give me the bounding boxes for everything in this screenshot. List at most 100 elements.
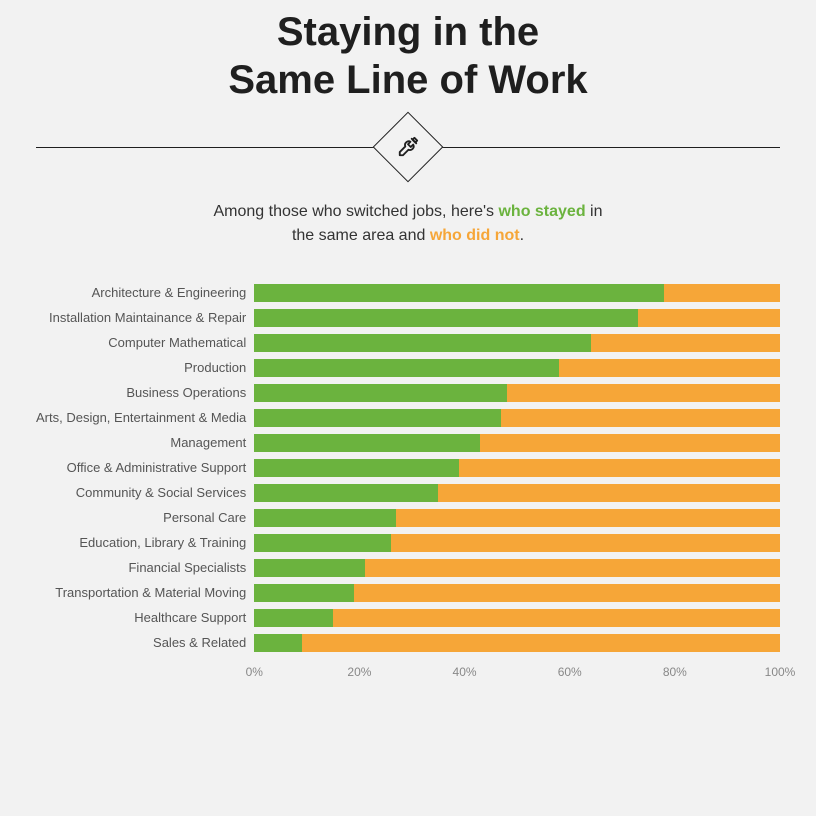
segment-stayed xyxy=(254,634,301,652)
subtitle-line2-prefix: the same area and xyxy=(292,227,430,244)
category-label: Business Operations xyxy=(126,380,254,405)
title-line-1: Staying in the xyxy=(277,10,539,54)
tools-icon xyxy=(397,136,419,158)
chart-labels-column: Architecture & EngineeringInstallation M… xyxy=(36,280,254,681)
bar-row xyxy=(254,480,780,505)
title-line-2: Same Line of Work xyxy=(228,58,587,102)
stacked-bar xyxy=(254,509,780,527)
category-label: Arts, Design, Entertainment & Media xyxy=(36,405,254,430)
segment-didnot xyxy=(459,459,780,477)
segment-didnot xyxy=(354,584,780,602)
chart-container: Staying in the Same Line of Work Among t… xyxy=(0,0,816,681)
segment-didnot xyxy=(365,559,780,577)
segment-didnot xyxy=(391,534,780,552)
subtitle-stayed: who stayed xyxy=(498,203,585,220)
divider xyxy=(36,122,780,172)
category-label: Architecture & Engineering xyxy=(92,280,255,305)
subtitle-prefix: Among those who switched jobs, here's xyxy=(213,203,498,220)
x-axis-tick: 20% xyxy=(347,665,371,679)
stacked-bar xyxy=(254,584,780,602)
bar-row xyxy=(254,555,780,580)
bar-row xyxy=(254,630,780,655)
bar-row xyxy=(254,330,780,355)
stacked-bar xyxy=(254,534,780,552)
bar-row xyxy=(254,405,780,430)
category-label: Education, Library & Training xyxy=(79,530,254,555)
bar-row xyxy=(254,505,780,530)
segment-didnot xyxy=(302,634,780,652)
stacked-bar xyxy=(254,334,780,352)
segment-stayed xyxy=(254,359,559,377)
category-label: Installation Maintainance & Repair xyxy=(49,305,254,330)
stacked-bar xyxy=(254,284,780,302)
stacked-bar xyxy=(254,359,780,377)
segment-didnot xyxy=(501,409,780,427)
stacked-bar xyxy=(254,459,780,477)
subtitle: Among those who switched jobs, here's wh… xyxy=(0,200,816,248)
bar-row xyxy=(254,305,780,330)
bar-row xyxy=(254,380,780,405)
subtitle-didnot: who did not xyxy=(430,227,520,244)
segment-didnot xyxy=(396,509,780,527)
stacked-bar xyxy=(254,609,780,627)
segment-didnot xyxy=(559,359,780,377)
bar-row xyxy=(254,355,780,380)
category-label: Production xyxy=(184,355,254,380)
category-label: Management xyxy=(170,430,254,455)
bar-row xyxy=(254,605,780,630)
bar-row xyxy=(254,280,780,305)
category-label: Financial Specialists xyxy=(128,555,254,580)
stacked-bar xyxy=(254,409,780,427)
category-label: Personal Care xyxy=(163,505,254,530)
category-label: Office & Administrative Support xyxy=(67,455,255,480)
segment-stayed xyxy=(254,584,354,602)
divider-line-left xyxy=(36,147,393,148)
segment-didnot xyxy=(480,434,780,452)
segment-stayed xyxy=(254,309,638,327)
segment-stayed xyxy=(254,534,391,552)
category-label: Community & Social Services xyxy=(76,480,255,505)
x-axis-tick: 60% xyxy=(558,665,582,679)
segment-stayed xyxy=(254,409,501,427)
x-axis-tick: 40% xyxy=(453,665,477,679)
segment-didnot xyxy=(591,334,780,352)
stacked-bar xyxy=(254,384,780,402)
bar-row xyxy=(254,455,780,480)
subtitle-line2-suffix: . xyxy=(520,227,524,244)
bars-area xyxy=(254,280,780,655)
segment-didnot xyxy=(664,284,780,302)
segment-stayed xyxy=(254,609,333,627)
chart-bars-column: 0%20%40%60%80%100% xyxy=(254,280,780,681)
category-label: Healthcare Support xyxy=(134,605,254,630)
segment-stayed xyxy=(254,484,438,502)
stacked-bar xyxy=(254,634,780,652)
stacked-bar xyxy=(254,434,780,452)
segment-stayed xyxy=(254,334,590,352)
stacked-bar xyxy=(254,309,780,327)
category-label: Computer Mathematical xyxy=(108,330,254,355)
x-axis-tick: 0% xyxy=(246,665,263,679)
x-axis-tick: 80% xyxy=(663,665,687,679)
diamond-ornament xyxy=(373,112,444,183)
bar-row xyxy=(254,530,780,555)
segment-stayed xyxy=(254,459,459,477)
segment-didnot xyxy=(638,309,780,327)
category-label: Transportation & Material Moving xyxy=(55,580,254,605)
bar-chart: Architecture & EngineeringInstallation M… xyxy=(36,280,780,681)
segment-stayed xyxy=(254,559,364,577)
segment-didnot xyxy=(507,384,780,402)
segment-stayed xyxy=(254,509,396,527)
stacked-bar xyxy=(254,484,780,502)
divider-line-right xyxy=(423,147,780,148)
category-label: Sales & Related xyxy=(153,630,254,655)
segment-didnot xyxy=(333,609,780,627)
subtitle-mid: in xyxy=(586,203,603,220)
x-axis-tick: 100% xyxy=(765,665,796,679)
stacked-bar xyxy=(254,559,780,577)
segment-stayed xyxy=(254,434,480,452)
bar-row xyxy=(254,430,780,455)
segment-stayed xyxy=(254,284,664,302)
segment-stayed xyxy=(254,384,506,402)
bar-row xyxy=(254,580,780,605)
segment-didnot xyxy=(438,484,780,502)
